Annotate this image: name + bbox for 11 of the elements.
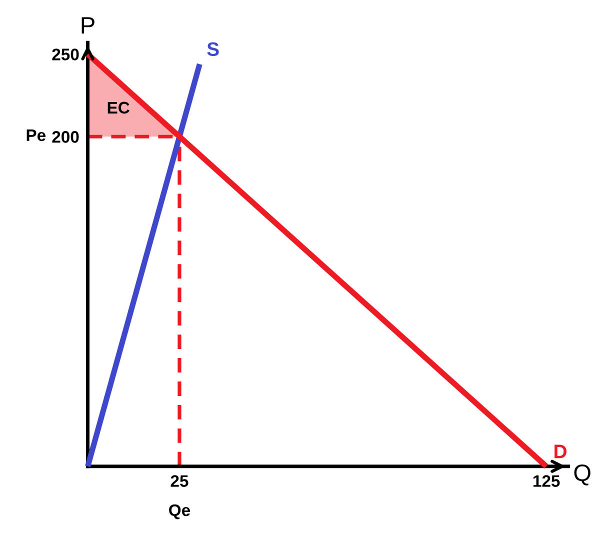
x-axis-title: Q bbox=[574, 464, 590, 486]
ref-line-label: Qe bbox=[169, 504, 190, 520]
y-tick-label: 250 bbox=[52, 48, 79, 60]
x-tick-label: 25 bbox=[170, 475, 188, 487]
annotation: EC bbox=[108, 102, 130, 114]
y-axis-title: P bbox=[82, 17, 94, 34]
series-label: D bbox=[554, 444, 566, 458]
x-tick-label: 125 bbox=[533, 475, 560, 487]
y-tick-label: 200 bbox=[52, 131, 79, 143]
series-label: S bbox=[207, 42, 219, 56]
ref-line-label: Pe bbox=[26, 129, 46, 142]
